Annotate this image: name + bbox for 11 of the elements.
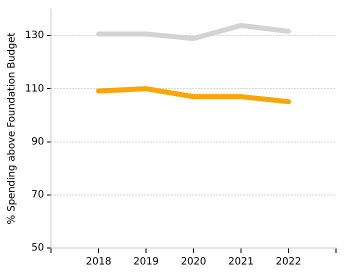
x-tick-label: 2022 <box>276 256 302 268</box>
y-tick-label: 90 <box>31 136 44 148</box>
y-axis-title: % Spending above Foundation Budget <box>6 32 18 224</box>
y-tick-label: 110 <box>24 83 44 94</box>
x-tick-label: 2021 <box>228 256 254 268</box>
x-tick-label: 2020 <box>180 256 206 268</box>
x-tick-label: 2019 <box>133 256 159 268</box>
y-tick-label: 50 <box>31 242 44 254</box>
y-tick-label: 130 <box>24 30 44 42</box>
y-tick-label: 70 <box>31 189 44 200</box>
x-tick-label: 2018 <box>86 256 112 268</box>
